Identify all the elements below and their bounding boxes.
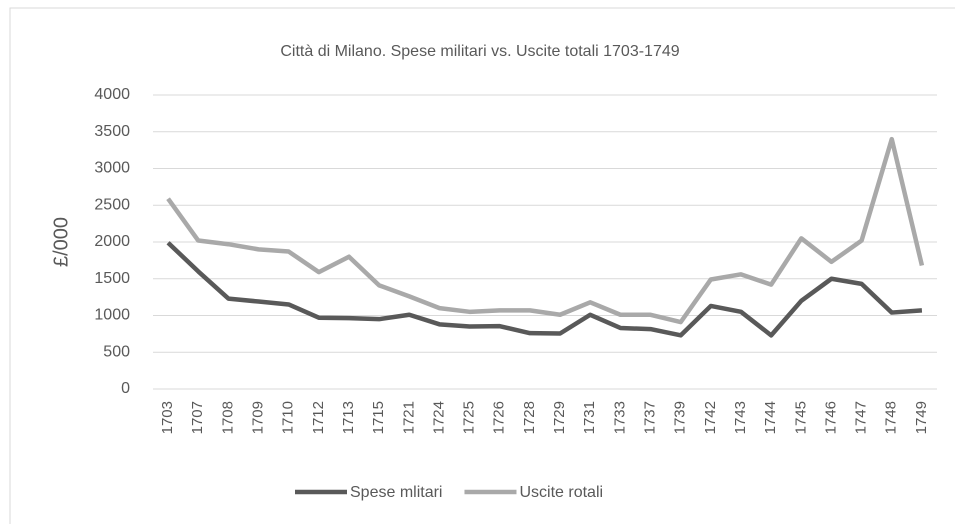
- x-tick-label: 1739: [672, 401, 689, 434]
- x-tick-label: 1744: [762, 401, 779, 434]
- y-tick-label: 2500: [94, 196, 130, 213]
- x-tick-label: 1715: [370, 401, 387, 434]
- x-tick-label: 1748: [883, 401, 900, 434]
- x-tick-label: 1743: [732, 401, 749, 434]
- x-tick-label: 1733: [611, 401, 628, 434]
- y-tick-label: 0: [121, 380, 130, 397]
- y-tick-label: 1000: [94, 307, 130, 324]
- x-tick-label: 1707: [189, 401, 206, 434]
- x-tick-label: 1721: [400, 401, 417, 434]
- x-tick-label: 1708: [219, 401, 236, 434]
- x-tick-label: 1712: [310, 401, 327, 434]
- data-line: [166, 241, 923, 338]
- x-tick-label: 1709: [250, 401, 267, 434]
- y-axis-label: £/000: [50, 217, 72, 267]
- x-tick-label: 1728: [521, 401, 538, 434]
- x-tick-label: 1710: [280, 401, 297, 434]
- x-tick-label: 1724: [430, 401, 447, 434]
- legend-label: Spese mlitari: [350, 484, 442, 501]
- chart-title: Città di Milano. Spese militari vs. Usci…: [280, 43, 679, 60]
- x-tick-label: 1726: [491, 401, 508, 434]
- x-tick-label: 1746: [822, 401, 839, 434]
- y-tick-label: 500: [103, 343, 130, 360]
- x-tick-label: 1731: [581, 401, 598, 434]
- x-tick-label: 1749: [913, 401, 930, 434]
- chart-border: [9, 7, 955, 524]
- x-tick-label: 1729: [551, 401, 568, 434]
- legend-label: Uscite rotali: [519, 484, 603, 501]
- x-tick-label: 1742: [702, 401, 719, 434]
- x-tick-label: 1737: [642, 401, 659, 434]
- data-line: [166, 136, 925, 325]
- y-tick-label: 4000: [94, 86, 130, 103]
- y-tick-label: 3500: [94, 123, 130, 140]
- y-tick-label: 1500: [94, 270, 130, 287]
- y-tick-label: 3000: [94, 160, 130, 177]
- x-tick-label: 1725: [461, 401, 478, 434]
- x-tick-label: 1713: [340, 401, 357, 434]
- x-tick-label: 1747: [853, 401, 870, 434]
- x-tick-label: 1703: [159, 401, 176, 434]
- x-tick-label: 1745: [792, 401, 809, 434]
- y-tick-label: 2000: [94, 233, 130, 250]
